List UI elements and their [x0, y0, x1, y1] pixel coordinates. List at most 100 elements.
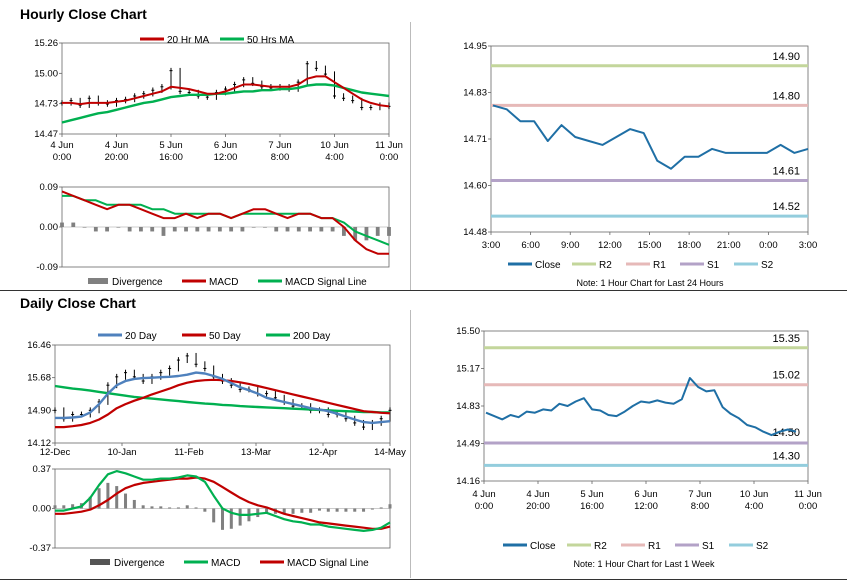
legend-s1-daily-label: S1	[702, 541, 715, 552]
y-tick-label: 14.90	[27, 405, 51, 416]
x-tick-label-line: 4:00	[745, 501, 764, 512]
y-tick-label: 0.00	[33, 504, 52, 515]
daily-divergence-bar	[62, 505, 66, 509]
x-tick-label: 6 Jun 12:00	[214, 140, 238, 163]
legend-20hr-ma-label: 20 Hr MA	[167, 35, 210, 46]
daily-divergence-bar	[97, 488, 101, 509]
x-tick-label-line: 7 Jun	[688, 489, 711, 500]
daily-divergence-bar	[335, 508, 339, 512]
x-tick-label-line: 16:00	[159, 152, 183, 163]
x-tick-label-line: 4:00	[325, 152, 344, 163]
y-tick-label: 0.37	[33, 464, 52, 475]
y-tick-label: 15.17	[456, 364, 480, 375]
hourly-divergence-bar	[139, 227, 143, 232]
legend-macd-hourly-label: MACD	[209, 277, 238, 288]
daily-levels-frame	[483, 330, 809, 482]
legend-divergence-hourly-swatch	[88, 278, 108, 284]
legend-divergence-hourly-label: Divergence	[112, 277, 163, 288]
x-tick-label-line: 12:00	[634, 501, 658, 512]
daily-signal-line	[55, 476, 391, 530]
y-tick-label: -0.37	[29, 543, 51, 554]
bottom-border	[0, 579, 847, 580]
legend-r2-hourly-label: R2	[599, 260, 612, 271]
level-label-s1: 14.61	[772, 166, 800, 178]
daily-divergence-bar	[212, 508, 216, 523]
x-tick-label: 12-Dec	[40, 447, 71, 458]
x-tick-label: 11-Feb	[174, 447, 203, 458]
legend-s2-hourly-label: S2	[761, 260, 774, 271]
x-tick-label-line: 16:00	[580, 501, 604, 512]
daily-20day-line	[55, 371, 391, 425]
y-tick-label: 15.50	[456, 326, 480, 337]
level-label-r1: 14.80	[772, 90, 800, 102]
x-tick-label: 18:00	[677, 240, 701, 251]
daily-divergence-bar	[53, 505, 57, 509]
level-label-r2: 15.35	[772, 333, 800, 345]
daily-divergence-bar	[229, 508, 233, 529]
legend-close-hourly-label: Close	[535, 260, 561, 271]
level-label-s2: 14.30	[772, 450, 800, 462]
y-tick-label: 14.71	[463, 134, 487, 145]
legend-s1-hourly-label: S1	[707, 260, 720, 271]
daily-divergence-bar	[106, 482, 110, 509]
y-tick-label: 15.26	[34, 38, 58, 49]
x-tick-label: 6:00	[521, 240, 540, 251]
daily-divergence-bar	[362, 508, 366, 512]
x-tick-label: 4 Jun 0:00	[472, 489, 495, 512]
x-tick-label-line: 5 Jun	[580, 489, 603, 500]
hourly-levels-note: Note: 1 Hour Chart for Last 24 Hours	[576, 278, 724, 288]
y-tick-label: -0.09	[36, 262, 58, 273]
x-tick-label-line: 0:00	[475, 501, 494, 512]
hourly-ma20-line	[62, 75, 390, 108]
daily-divergence-bar	[353, 508, 357, 512]
x-tick-label: 11 Jun 0:00	[375, 140, 403, 163]
hourly-divergence-bar	[161, 227, 166, 236]
x-tick-label: 12-Apr	[309, 447, 338, 458]
x-tick-label: 3:00	[482, 240, 501, 251]
x-tick-label-line: 4 Jun	[50, 140, 73, 151]
x-tick-label: 10 Jun 4:00	[320, 140, 349, 163]
y-tick-label: 16.46	[27, 340, 51, 351]
x-tick-label: 12:00	[598, 240, 622, 251]
x-tick-label-line: 4 Jun	[526, 489, 549, 500]
x-tick-label-line: 12:00	[214, 152, 238, 163]
x-tick-label: 7 Jun 8:00	[688, 489, 711, 512]
y-tick-label: 14.12	[27, 438, 51, 449]
hourly-ma50-line	[61, 83, 390, 124]
daily-chart-title: Daily Close Chart	[20, 295, 136, 311]
hourly-divergence-bar	[127, 227, 132, 232]
hourly-divergence-bar	[296, 227, 301, 232]
x-tick-label: 5 Jun 16:00	[580, 489, 604, 512]
hourly-divergence-bar	[195, 227, 200, 232]
legend-200-day-label: 200 Day	[293, 331, 330, 342]
daily-divergence-bar	[370, 508, 374, 510]
daily-divergence-bar	[309, 508, 313, 513]
hourly-divergence-bar	[93, 227, 98, 232]
y-tick-label: 14.95	[463, 41, 487, 52]
panel-separator	[410, 310, 411, 578]
hourly-divergence-bar	[341, 227, 346, 236]
daily-divergence-bar	[265, 508, 269, 514]
x-tick-label: 9:00	[561, 240, 580, 251]
x-tick-label: 14-May	[374, 447, 406, 458]
hourly-divergence-bar	[206, 227, 211, 232]
hourly-signal-line	[62, 194, 390, 246]
y-tick-label: 14.60	[463, 181, 487, 192]
hourly-divergence-bar	[330, 227, 335, 232]
x-tick-label-line: 11 Jun	[375, 140, 403, 151]
panel-separator	[410, 22, 411, 290]
x-tick-label-line: 10 Jun	[740, 489, 769, 500]
hourly-chart-title: Hourly Close Chart	[20, 6, 147, 22]
level-label-r1: 15.02	[772, 370, 800, 382]
x-tick-label: 11 Jun 0:00	[794, 489, 822, 512]
daily-divergence-bar	[176, 507, 180, 509]
x-tick-label-line: 0:00	[799, 501, 818, 512]
hourly-divergence-bar	[217, 227, 222, 232]
y-tick-label: 15.00	[34, 68, 58, 79]
x-tick-label-line: 6 Jun	[634, 489, 657, 500]
legend-r1-hourly-label: R1	[653, 260, 666, 271]
daily-200day-line	[54, 384, 390, 414]
x-tick-label-line: 20:00	[105, 152, 129, 163]
x-tick-label: 4 Jun 20:00	[105, 140, 129, 163]
